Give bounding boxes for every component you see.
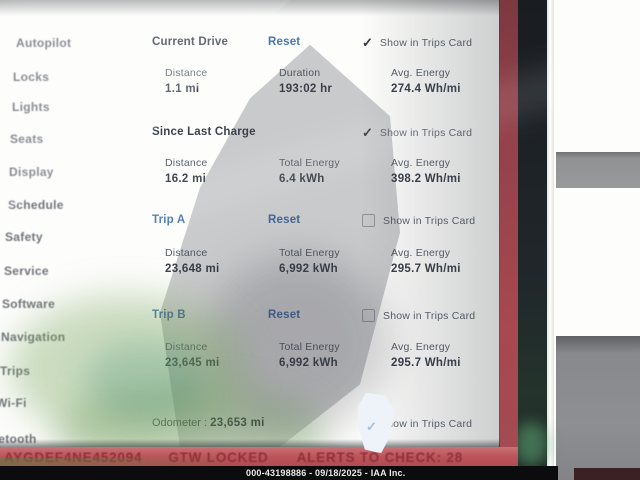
section-title-current-drive: Current Drive xyxy=(152,36,229,48)
watermark-strip: 000-43198886 - 09/18/2025 - IAA Inc. xyxy=(0,466,558,480)
stat-label: Avg. Energy xyxy=(391,67,451,79)
checkbox-unchecked-icon xyxy=(362,309,375,322)
show-in-trips-toggle-odometer[interactable]: ✓ Show in Trips Card xyxy=(362,417,472,430)
stat-label: Total Energy xyxy=(279,247,340,259)
sidebar-item-safety[interactable]: Safety xyxy=(5,230,43,244)
stat-label: Distance xyxy=(165,67,208,79)
section-title-since-last-charge: Since Last Charge xyxy=(152,126,256,138)
stats-row-trip-a: Distance 23,648 mi Total Energy 6,992 kW… xyxy=(0,240,500,286)
stat-value: 295.7 Wh/mi xyxy=(391,357,461,369)
stat-value: 23,645 mi xyxy=(165,357,220,369)
sidebar-item-lights[interactable]: Lights xyxy=(12,100,50,114)
sidebar-item-wifi[interactable]: Wi-Fi xyxy=(0,396,27,410)
tesla-touchscreen: Autopilot Locks Lights Seats Display Sch… xyxy=(0,0,500,480)
stat-label: Duration xyxy=(279,67,321,79)
door-panel xyxy=(556,336,640,480)
reset-current-drive-button[interactable]: Reset xyxy=(268,36,301,48)
checkmark-icon: ✓ xyxy=(366,419,377,434)
odometer-value: 23,653 mi xyxy=(210,417,265,429)
sidebar-item-locks[interactable]: Locks xyxy=(13,70,50,84)
stat-tile-total-energy: Total Energy 6,992 kWh xyxy=(264,240,373,286)
trips-panel: Current Drive Reset ✓ Show in Trips Card… xyxy=(0,36,500,430)
green-reflection-strip xyxy=(0,458,235,469)
stat-value: 398.2 Wh/mi xyxy=(391,173,461,185)
stat-label: Total Energy xyxy=(279,341,340,353)
stat-tile-avg-energy: Avg. Energy 274.4 Wh/mi xyxy=(376,60,495,104)
watermark-text: 000-43198886 - 09/18/2025 - IAA Inc. xyxy=(246,468,406,478)
show-in-trips-toggle-trip-a[interactable]: Show in Trips Card xyxy=(362,214,475,227)
stat-value: 6,992 kWh xyxy=(279,357,338,369)
stat-tile-distance: Distance 23,645 mi xyxy=(150,334,261,380)
odometer-row: Odometer : 23,653 mi xyxy=(152,417,265,429)
frame-corner xyxy=(574,468,640,480)
stat-tile-avg-energy: Avg. Energy 295.7 Wh/mi xyxy=(376,334,495,380)
stat-tile-distance: Distance 23,648 mi xyxy=(150,240,261,286)
stat-tile-distance: Distance 1.1 mi xyxy=(150,60,261,104)
stats-row-since-last-charge: Distance 16.2 mi Total Energy 6.4 kWh Av… xyxy=(0,150,500,194)
divider xyxy=(146,402,498,403)
section-title-trip-b: Trip B xyxy=(152,309,186,321)
sidebar-item-service[interactable]: Service xyxy=(4,264,49,278)
red-frame-strip xyxy=(499,0,518,468)
stat-value: 23,648 mi xyxy=(165,263,220,275)
stat-value: 6,992 kWh xyxy=(279,263,338,275)
sidebar-item-display[interactable]: Display xyxy=(9,165,54,179)
show-in-trips-label: Show in Trips Card xyxy=(383,214,476,227)
stat-tile-duration: Duration 193:02 hr xyxy=(264,60,373,104)
stat-value: 6.4 kWh xyxy=(279,173,325,185)
sidebar-item-software[interactable]: Software xyxy=(2,297,56,311)
stat-tile-total-energy: Total Energy 6,992 kWh xyxy=(264,334,373,380)
sidebar-item-seats[interactable]: Seats xyxy=(10,132,44,146)
show-in-trips-toggle-since-last-charge[interactable]: ✓ Show in Trips Card xyxy=(362,126,472,139)
stat-tile-avg-energy: Avg. Energy 398.2 Wh/mi xyxy=(376,150,495,194)
screen-bezel xyxy=(516,0,547,480)
section-title-trip-a: Trip A xyxy=(152,214,186,226)
stats-row-trip-b: Distance 23,645 mi Total Energy 6,992 kW… xyxy=(0,334,500,380)
stat-value: 274.4 Wh/mi xyxy=(391,83,461,95)
stat-value: 193:02 hr xyxy=(279,83,333,95)
banner-alerts-text: ALERTS TO CHECK: 28 xyxy=(296,449,464,465)
show-in-trips-label: Show in Trips Card xyxy=(379,417,473,430)
checkmark-icon: ✓ xyxy=(362,35,373,50)
stat-label: Distance xyxy=(165,341,208,353)
window-frame-bar xyxy=(556,152,640,188)
show-in-trips-label: Show in Trips Card xyxy=(379,126,473,139)
odometer-separator: : xyxy=(203,417,208,429)
checkmark-icon: ✓ xyxy=(362,125,373,140)
stat-tile-avg-energy: Avg. Energy 295.7 Wh/mi xyxy=(376,240,495,286)
reset-trip-a-button[interactable]: Reset xyxy=(268,214,301,226)
show-in-trips-toggle-trip-b[interactable]: Show in Trips Card xyxy=(362,309,475,322)
sidebar-item-navigation[interactable]: Navigation xyxy=(1,330,66,344)
show-in-trips-label: Show in Trips Card xyxy=(379,36,473,49)
sidebar-item-trips[interactable]: Trips xyxy=(0,364,31,378)
show-in-trips-label: Show in Trips Card xyxy=(383,309,476,322)
sidebar-item-autopilot[interactable]: Autopilot xyxy=(16,36,72,50)
sidebar-item-schedule[interactable]: Schedule xyxy=(8,198,64,212)
stat-label: Avg. Energy xyxy=(391,341,451,353)
stat-label: Avg. Energy xyxy=(391,157,451,169)
stat-label: Distance xyxy=(165,247,208,259)
stat-value: 295.7 Wh/mi xyxy=(391,263,461,275)
bezel-reflection xyxy=(514,422,548,466)
stat-value: 16.2 mi xyxy=(165,173,207,185)
stat-label: Avg. Energy xyxy=(391,247,451,259)
checkbox-unchecked-icon xyxy=(362,214,375,227)
stat-label: Distance xyxy=(165,157,208,169)
stats-row-current-drive: Distance 1.1 mi Duration 193:02 hr Avg. … xyxy=(0,60,500,104)
stat-label: Total Energy xyxy=(279,157,340,169)
stat-value: 1.1 mi xyxy=(165,83,200,95)
odometer-label: Odometer xyxy=(152,417,201,429)
show-in-trips-toggle-current-drive[interactable]: ✓ Show in Trips Card xyxy=(362,36,472,49)
screen-edge-trim xyxy=(545,0,554,480)
stat-tile-distance: Distance 16.2 mi xyxy=(150,150,261,194)
reset-trip-b-button[interactable]: Reset xyxy=(268,309,301,321)
stat-tile-total-energy: Total Energy 6.4 kWh xyxy=(264,150,373,194)
